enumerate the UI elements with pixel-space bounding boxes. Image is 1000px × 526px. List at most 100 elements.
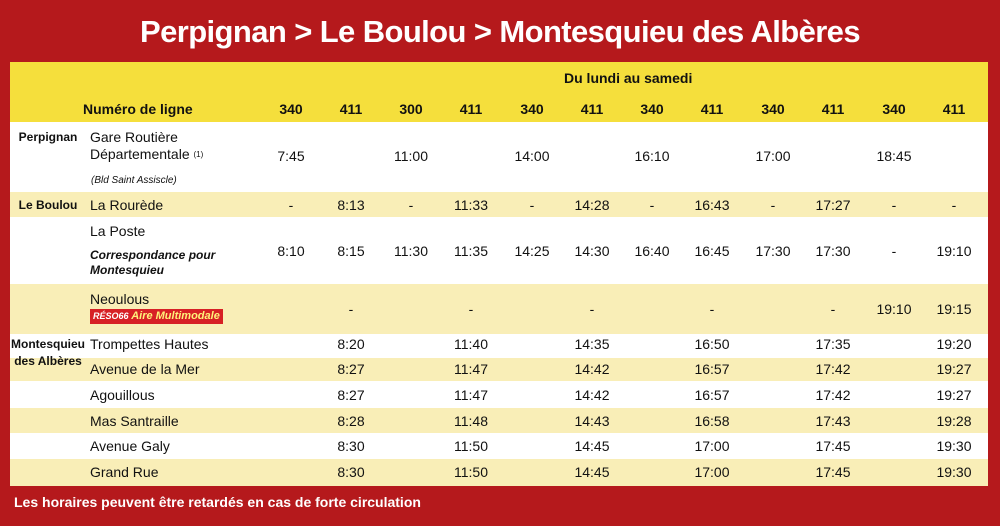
time-cell-gare: 18:45 <box>876 148 912 164</box>
stop-la-rourede: La Rourède <box>90 197 164 213</box>
page-title: Perpignan > Le Boulou > Montesquieu des … <box>140 14 861 49</box>
time-cell-mas-santraille: 16:58 <box>694 413 730 429</box>
time-cell-grand-rue: 17:00 <box>694 464 730 480</box>
time-cell-gare: 14:00 <box>514 148 550 164</box>
time-cell-trompettes: 14:35 <box>574 336 610 352</box>
time-cell-avenue-galy: 17:00 <box>694 438 730 454</box>
stop-agouillous: Agouillous <box>90 387 155 403</box>
time-cell-avenue-mer: 16:57 <box>694 361 730 377</box>
footnote-marker: (1) <box>193 150 204 159</box>
time-cell-trompettes: 11:40 <box>454 336 488 352</box>
stop-gare-routiere: Gare Routière Départementale (1) <box>90 129 203 163</box>
time-cell-mas-santraille: 17:43 <box>815 413 851 429</box>
time-cell-rourede: - <box>408 197 414 213</box>
time-cell-poste: 11:30 <box>394 243 428 259</box>
time-cell-avenue-galy: 19:30 <box>936 438 972 454</box>
time-cell-neoulous: - <box>348 301 354 317</box>
group-perpignan: Perpignan <box>18 130 78 144</box>
time-cell-neoulous: 19:10 <box>876 301 912 317</box>
time-cell-grand-rue: 14:45 <box>574 464 610 480</box>
time-cell-neoulous: - <box>830 301 836 317</box>
time-cell-trompettes: 19:20 <box>936 336 972 352</box>
line-number-cell: 340 <box>882 101 906 117</box>
time-cell-agouillous: 8:27 <box>337 387 365 403</box>
time-cell-mas-santraille: 11:48 <box>454 413 488 429</box>
time-cell-avenue-mer: 19:27 <box>936 361 972 377</box>
time-cell-avenue-galy: 11:50 <box>454 438 488 454</box>
stop-mas-santraille: Mas Santraille <box>90 413 179 429</box>
stripe-mas-santraille <box>10 408 988 433</box>
stop-avenue-de-la-mer: Avenue de la Mer <box>90 361 200 377</box>
time-cell-poste: 19:10 <box>936 243 972 259</box>
time-cell-poste: 8:15 <box>337 243 365 259</box>
line-number-cell: 411 <box>942 101 966 117</box>
stop-trompettes-hautes: Trompettes Hautes <box>90 336 209 352</box>
stripe-grand-rue <box>10 459 988 486</box>
time-cell-avenue-galy: 17:45 <box>815 438 851 454</box>
time-cell-rourede: 11:33 <box>454 197 488 213</box>
days-label: Du lundi au samedi <box>564 70 693 86</box>
time-cell-rourede: - <box>951 197 957 213</box>
time-cell-rourede: 16:43 <box>694 197 730 213</box>
time-cell-neoulous: - <box>468 301 474 317</box>
reso66-logo: RÉSO66 <box>93 311 129 321</box>
stop-gare-line2: Départementale <box>90 146 190 162</box>
line-number-cell: 411 <box>821 101 845 117</box>
stop-gare-note: (Bld Saint Assiscle) <box>91 175 177 186</box>
reso66-badge: RÉSO66 Aire Multimodale <box>90 309 223 324</box>
stripe-avenue-mer <box>10 358 988 381</box>
time-cell-trompettes: 17:35 <box>815 336 851 352</box>
time-cell-avenue-mer: 17:42 <box>815 361 851 377</box>
time-cell-grand-rue: 17:45 <box>815 464 851 480</box>
time-cell-trompettes: 16:50 <box>694 336 730 352</box>
stop-gare-line1: Gare Routière <box>90 129 178 145</box>
line-number-cell: 411 <box>339 101 363 117</box>
reso66-label: Aire Multimodale <box>131 310 220 322</box>
time-cell-agouillous: 19:27 <box>936 387 972 403</box>
time-cell-rourede: - <box>288 197 294 213</box>
time-cell-rourede: 17:27 <box>815 197 851 213</box>
time-cell-agouillous: 11:47 <box>454 387 488 403</box>
line-number-cell: 340 <box>761 101 785 117</box>
time-cell-rourede: - <box>649 197 655 213</box>
time-cell-poste: 11:35 <box>454 243 488 259</box>
time-cell-agouillous: 16:57 <box>694 387 730 403</box>
time-cell-poste: - <box>891 243 897 259</box>
time-cell-rourede: - <box>770 197 776 213</box>
line-number-label: Numéro de ligne <box>83 101 193 117</box>
line-number-cell: 340 <box>520 101 544 117</box>
time-cell-poste: 8:10 <box>277 243 305 259</box>
stop-avenue-galy: Avenue Galy <box>90 438 170 454</box>
group-le-boulou: Le Boulou <box>18 198 78 212</box>
time-cell-neoulous: - <box>709 301 715 317</box>
time-cell-poste: 14:25 <box>514 243 550 259</box>
time-cell-grand-rue: 8:30 <box>337 464 365 480</box>
footer-note: Les horaires peuvent être retardés en ca… <box>14 494 421 510</box>
time-cell-mas-santraille: 19:28 <box>936 413 972 429</box>
stop-la-poste: La Poste <box>90 223 146 239</box>
line-number-cell: 300 <box>399 101 423 117</box>
line-number-cell: 411 <box>459 101 483 117</box>
stripe-rourede <box>10 192 988 217</box>
time-cell-poste: 17:30 <box>815 243 851 259</box>
line-number-cell: 340 <box>640 101 664 117</box>
time-cell-poste: 14:30 <box>574 243 610 259</box>
time-cell-mas-santraille: 14:43 <box>574 413 610 429</box>
time-cell-grand-rue: 19:30 <box>936 464 972 480</box>
time-cell-gare: 17:00 <box>755 148 791 164</box>
time-cell-trompettes: 8:20 <box>337 336 365 352</box>
time-cell-gare: 16:10 <box>634 148 670 164</box>
time-cell-neoulous: - <box>589 301 595 317</box>
time-cell-avenue-mer: 8:27 <box>337 361 365 377</box>
stop-grand-rue: Grand Rue <box>90 464 159 480</box>
time-cell-poste: 16:45 <box>694 243 730 259</box>
time-cell-avenue-mer: 14:42 <box>574 361 610 377</box>
time-cell-agouillous: 17:42 <box>815 387 851 403</box>
timetable: Du lundi au samedi Numéro de ligne 340 41… <box>10 62 988 486</box>
time-cell-gare: 7:45 <box>277 148 305 164</box>
header-band <box>10 62 988 122</box>
line-number-cell: 411 <box>700 101 724 117</box>
time-cell-avenue-galy: 8:30 <box>337 438 365 454</box>
time-cell-agouillous: 14:42 <box>574 387 610 403</box>
time-cell-gare: 11:00 <box>394 148 428 164</box>
